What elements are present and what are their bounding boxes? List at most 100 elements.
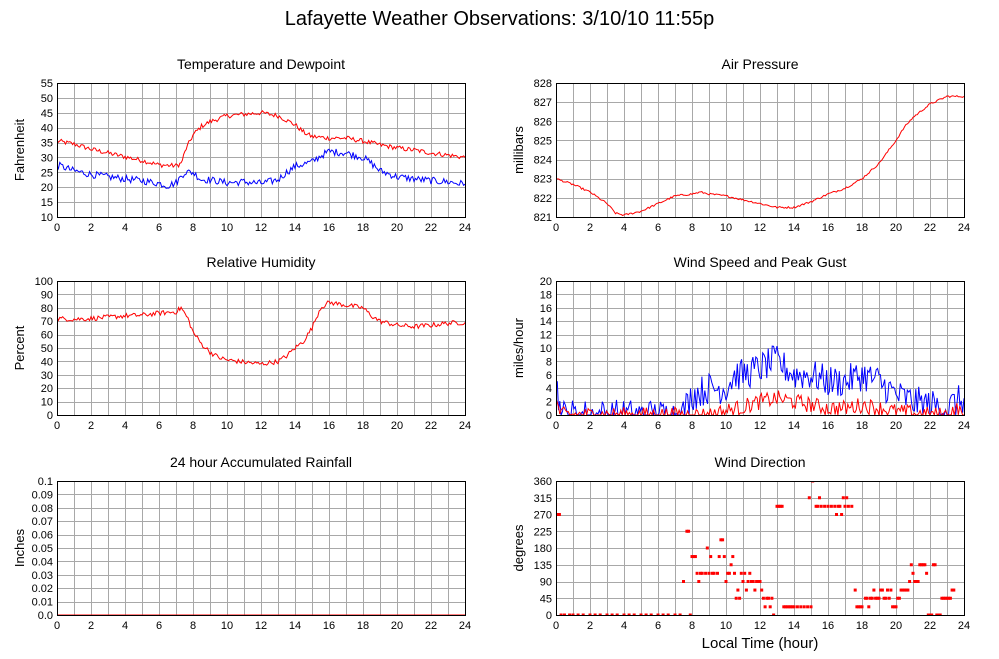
data-point [948,596,952,600]
data-point [571,613,575,615]
data-point [782,605,786,609]
y-axis-label: millibars [511,126,526,174]
data-point [926,613,930,615]
y-tick-label: 0.04 [32,556,53,568]
x-tick-label: 18 [357,420,369,432]
series-line-0 [57,110,465,169]
data-point [656,613,660,615]
data-point [661,613,665,615]
data-point [882,596,886,600]
y-tick-label: 821 [534,212,552,224]
data-point [724,580,728,583]
x-tick-label: 2 [587,420,593,432]
data-point [914,580,918,583]
x-tick-label: 2 [587,620,593,632]
data-point [940,596,944,600]
data-point [950,588,954,592]
y-tick-label: 25 [41,167,53,179]
data-point [610,613,614,615]
x-tick-label: 22 [924,222,936,234]
y-tick-label: 0.0 [38,610,53,622]
x-tick-label: 20 [890,222,902,234]
x-tick-label: 2 [88,222,94,234]
data-point [835,513,838,516]
x-tick-label: 12 [255,222,267,234]
y-tick-label: 70 [41,316,53,328]
data-point [744,588,748,592]
data-point [945,596,949,600]
x-tick-label: 6 [655,222,661,234]
x-tick-label: 8 [689,222,695,234]
data-point [938,613,942,615]
series-line-0 [57,300,465,366]
data-point [722,555,726,559]
y-tick-label: 0.1 [38,476,53,488]
data-point [785,605,789,609]
x-tick-label: 6 [156,420,162,432]
y-axis-label: Inches [12,528,27,567]
data-point [855,605,859,609]
data-point [857,605,861,609]
data-point [568,613,572,615]
y-tick-label: 826 [534,116,552,128]
data-point [906,588,910,592]
x-tick-label: 24 [958,222,970,234]
x-tick-label: 20 [890,620,902,632]
data-point [588,613,592,615]
data-point [894,605,898,609]
data-point [858,605,862,609]
data-point [699,571,702,575]
data-point [770,596,774,600]
x-tick-label: 24 [958,420,970,432]
data-point [816,504,820,508]
y-tick-label: 0.08 [32,503,53,515]
chart-title: Air Pressure [721,56,798,72]
data-point [836,504,840,508]
data-point [716,571,719,575]
x-tick-label: 20 [391,620,403,632]
data-point [809,605,813,609]
x-tick-label: 16 [822,620,834,632]
x-tick-label: 18 [856,222,868,234]
x-tick-label: 4 [621,222,627,234]
data-point [615,613,619,615]
y-tick-label: 4 [546,383,552,395]
data-point [598,613,602,615]
data-point [704,571,708,575]
data-point [869,596,872,600]
x-tick-label: 20 [890,420,902,432]
data-point [688,613,692,615]
x-tick-label: 0 [553,420,559,432]
x-tick-label: 18 [357,222,369,234]
data-point [685,529,689,533]
data-point [877,596,881,600]
x-tick-label: 22 [425,620,437,632]
y-tick-label: 0.02 [32,583,53,595]
y-tick-label: 0 [47,410,53,422]
data-point [860,605,864,609]
data-point [903,588,906,592]
data-point [777,504,781,508]
y-tick-label: 823 [534,174,552,186]
data-point [743,571,747,575]
data-point [840,513,844,516]
data-point [690,555,694,559]
y-tick-label: 828 [534,78,552,90]
plot-frame [556,281,965,416]
y-tick-label: 180 [534,543,552,555]
data-point [695,571,699,575]
data-point [581,613,585,615]
data-point [784,605,787,609]
chart-title: Temperature and Dewpoint [177,56,345,72]
y-tick-label: 50 [41,93,53,105]
y-tick-label: 0 [546,410,552,422]
y-tick-label: 10 [41,397,53,409]
data-point [763,605,767,609]
x-tick-label: 4 [621,420,627,432]
x-tick-label: 10 [221,222,233,234]
y-tick-label: 0.01 [32,597,53,609]
data-point [870,596,874,600]
x-tick-label: 22 [425,420,437,432]
